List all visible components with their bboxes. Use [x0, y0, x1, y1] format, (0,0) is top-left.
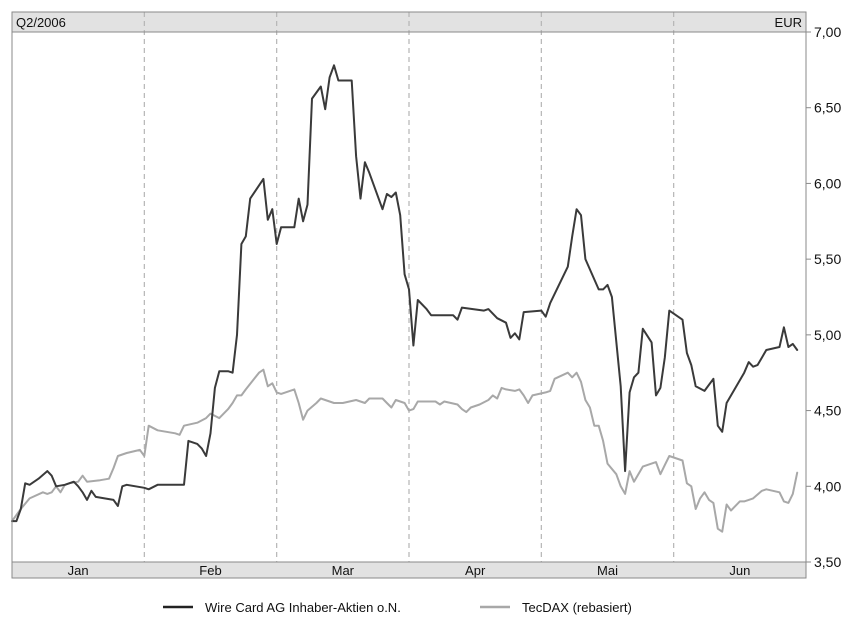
- month-grid: [143, 12, 675, 578]
- y-tick-label: 5,00: [814, 327, 841, 343]
- chart-frame: [11, 11, 807, 579]
- y-tick-label: 7,00: [814, 24, 841, 40]
- y-tick-label: 4,00: [814, 478, 841, 494]
- y-tick-label: 4,50: [814, 403, 841, 419]
- month-label: Jan: [68, 563, 89, 578]
- month-label: Mai: [597, 563, 618, 578]
- legend-label-tecdax: TecDAX (rebasiert): [522, 600, 632, 615]
- series-line-tecdax: [11, 368, 799, 533]
- period-label: Q2/2006: [16, 15, 66, 30]
- month-label: Jun: [729, 563, 750, 578]
- month-band: [12, 562, 806, 578]
- y-tick-label: 6,00: [814, 175, 841, 191]
- y-axis: 7,00 6,50 6,00 5,50 5,00 4,50 4,00 3,50: [806, 24, 841, 570]
- month-labels: Jan Feb Mar Apr Mai Jun: [68, 563, 751, 578]
- series-layer: [11, 64, 799, 533]
- y-tick-label: 5,50: [814, 251, 841, 267]
- legend-label-wirecard: Wire Card AG Inhaber-Aktien o.N.: [205, 600, 401, 615]
- y-tick-label: 3,50: [814, 554, 841, 570]
- month-label: Mar: [332, 563, 355, 578]
- legend: Wire Card AG Inhaber-Aktien o.N. TecDAX …: [163, 600, 632, 615]
- month-label: Apr: [465, 563, 486, 578]
- series-line-wirecard: [11, 64, 799, 523]
- y-tick-label: 6,50: [814, 100, 841, 116]
- unit-label: EUR: [775, 15, 802, 30]
- month-label: Feb: [199, 563, 221, 578]
